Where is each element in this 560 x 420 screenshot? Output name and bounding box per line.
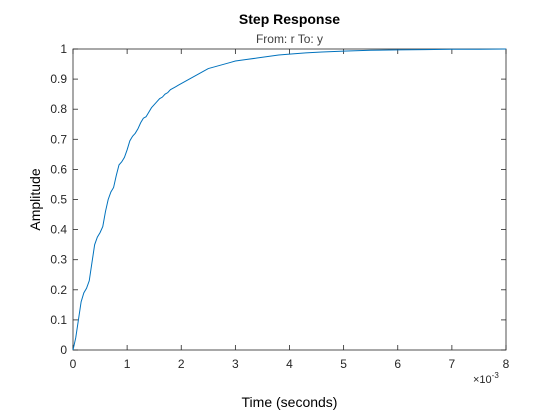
x-tick-label: 7 [449,357,456,371]
y-tick-label: 0.7 [50,132,67,146]
y-tick-label: 0.8 [50,102,67,116]
x-tick-label: 4 [286,357,293,371]
y-ticks [73,48,506,351]
y-tick-label: 0 [60,343,67,357]
chart-subtitle: From: r To: y [256,32,323,46]
series-layer [72,48,507,351]
y-tick-label: 1 [60,42,67,56]
y-tick-label: 0.9 [50,72,67,86]
x-tick-labels: 0 1 2 3 4 5 6 7 8 [70,357,510,371]
x-tick-label: 1 [124,357,131,371]
step-response-line [72,48,507,351]
y-tick-label: 0.5 [50,193,67,207]
x-tick-label: 2 [178,357,185,371]
x-tick-label: 0 [70,357,77,371]
chart-title: Step Response [239,11,340,27]
y-tick-label: 0.3 [50,253,67,267]
y-axis-label: Amplitude [27,168,43,230]
y-tick-label: 0.2 [50,283,67,297]
y-tick-label: 0.6 [50,162,67,176]
x-ticks [72,49,507,350]
x-axis-exponent-power: -3 [492,371,500,380]
x-axis-exponent-base: ×10 [473,374,492,386]
plot-area [72,48,507,351]
y-tick-label: 0.1 [50,313,67,327]
x-tick-label: 6 [394,357,401,371]
x-tick-label: 3 [232,357,239,371]
y-tick-label: 0.4 [50,223,67,237]
y-tick-labels: 0 0.1 0.2 0.3 0.4 0.5 0.6 0.7 0.8 0.9 1 [50,42,67,357]
x-tick-label: 8 [503,357,510,371]
x-tick-label: 5 [340,357,347,371]
x-axis-label: Time (seconds) [242,394,338,410]
x-axis-exponent: ×10-3 [473,371,499,386]
